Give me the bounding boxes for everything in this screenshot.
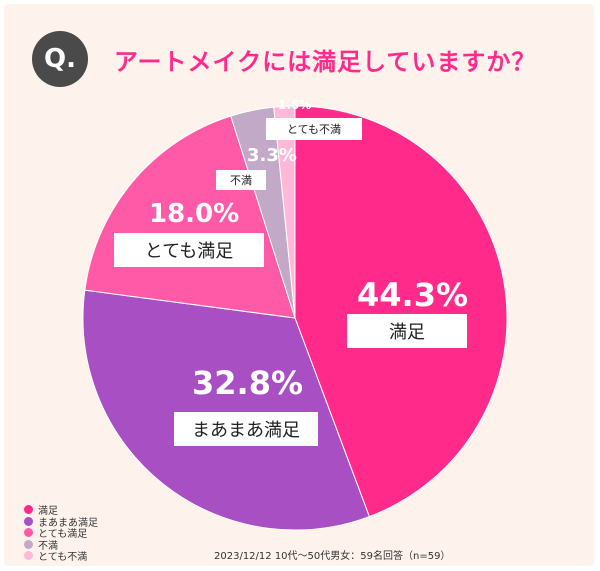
value-label-totemo-fuman: 1.6% <box>278 98 312 112</box>
legend-label: とても不満 <box>38 552 88 564</box>
slice-maamaa <box>82 289 370 531</box>
slice-totemo-fuman <box>273 105 296 319</box>
question-title: アートメイクには満足していますか？ <box>114 48 537 76</box>
slice-label-maamaa: まあまあ満足 <box>174 412 318 446</box>
value-label-totemo-manzoku: 18.0% <box>149 199 240 229</box>
legend-swatch <box>24 551 33 561</box>
slice-label-totemo-fuman: とても不満 <box>266 118 362 140</box>
slice-totemo-manzoku <box>84 115 296 319</box>
value-label-fuman: 3.3% <box>247 145 297 166</box>
legend-label: とても満足 <box>38 529 88 541</box>
legend-label: まあまあ満足 <box>38 517 98 529</box>
slice-manzoku <box>294 105 508 518</box>
legend: 満足 まあまあ満足 とても満足 不満 とても不満 <box>24 504 98 564</box>
legend-swatch <box>24 505 33 515</box>
legend-swatch <box>24 516 33 526</box>
question-badge: Q. <box>32 31 88 87</box>
legend-swatch <box>24 528 33 538</box>
legend-item: 不満 <box>24 539 98 552</box>
value-label-manzoku: 44.3% <box>357 276 469 314</box>
legend-swatch <box>24 539 33 549</box>
legend-item: とても不満 <box>24 550 98 564</box>
legend-item: 満足 <box>24 504 98 518</box>
legend-item: まあまあ満足 <box>24 516 98 529</box>
legend-item: とても満足 <box>24 527 98 541</box>
survey-footnote: 2023/12/12 10代〜50代男女：59名回答（n=59） <box>214 551 451 562</box>
slice-label-fuman: 不満 <box>216 170 266 190</box>
legend-label: 不満 <box>38 540 58 552</box>
chart-card: Q. アートメイクには満足していますか？ 44.3% 満足 32.8% まあまあ… <box>4 4 594 566</box>
slice-label-manzoku: 満足 <box>347 314 467 348</box>
slice-label-totemo-manzoku: とても満足 <box>114 233 264 267</box>
value-label-maamaa: 32.8% <box>192 364 304 402</box>
legend-label: 満足 <box>38 506 58 518</box>
pie-chart <box>82 105 508 531</box>
